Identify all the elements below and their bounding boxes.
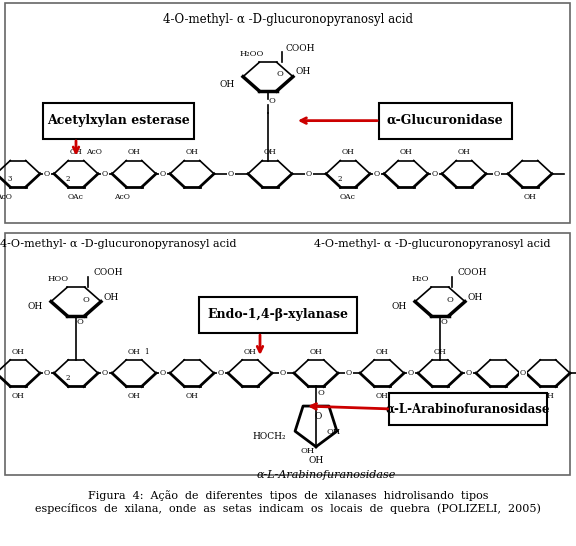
Text: OH: OH (70, 149, 82, 156)
Text: AcO: AcO (86, 149, 102, 156)
Text: OH: OH (128, 391, 141, 400)
Text: O: O (306, 170, 312, 178)
Text: 1: 1 (144, 348, 149, 355)
Text: OH: OH (541, 391, 554, 400)
Text: O: O (432, 170, 438, 178)
Text: OH: OH (264, 149, 276, 156)
Bar (5, 233, 570, 476)
Text: H₂O: H₂O (412, 275, 430, 283)
Text: OH: OH (220, 80, 235, 90)
Text: HOCH₂: HOCH₂ (252, 432, 286, 441)
Text: O: O (102, 170, 108, 178)
Text: O: O (77, 318, 84, 326)
FancyBboxPatch shape (43, 103, 194, 139)
Text: OH: OH (468, 293, 483, 302)
Text: 2: 2 (338, 175, 342, 183)
Text: OH: OH (185, 391, 198, 400)
Text: O: O (280, 369, 286, 377)
Text: H₂OO: H₂OO (240, 50, 264, 58)
Text: O: O (441, 318, 448, 326)
Text: α-L-Arabinofuranosidase: α-L-Arabinofuranosidase (256, 470, 396, 480)
Text: COOH: COOH (458, 269, 487, 277)
Text: OH: OH (28, 302, 43, 311)
Text: OH: OH (244, 348, 256, 355)
Text: O: O (276, 69, 283, 78)
Text: 4-O-methyl- α -D-glucuronopyranosyl acid: 4-O-methyl- α -D-glucuronopyranosyl acid (163, 13, 413, 26)
Text: OH: OH (310, 348, 323, 355)
Text: O: O (102, 369, 108, 377)
Text: O: O (228, 170, 234, 178)
Text: OH: OH (434, 348, 446, 355)
Text: OH: OH (12, 391, 24, 400)
Text: 4-O-methyl- α -D-glucuronopyranosyl acid: 4-O-methyl- α -D-glucuronopyranosyl acid (0, 239, 236, 249)
Text: O: O (160, 170, 166, 178)
Text: OH: OH (492, 391, 505, 400)
Text: O: O (466, 369, 472, 377)
Text: O: O (160, 369, 166, 377)
Text: 4-O-methyl- α -D-glucuronopyranosyl acid: 4-O-methyl- α -D-glucuronopyranosyl acid (314, 239, 550, 249)
Text: O: O (44, 170, 50, 178)
Text: OH: OH (185, 149, 198, 156)
Text: 3: 3 (8, 175, 12, 183)
Text: α-L-Arabinofuranosidase: α-L-Arabinofuranosidase (386, 402, 550, 416)
Text: O: O (268, 97, 275, 105)
Text: Endo-1,4-β-xylanase: Endo-1,4-β-xylanase (207, 308, 348, 322)
Text: O: O (408, 369, 414, 377)
Text: AcO: AcO (0, 193, 12, 201)
Text: AcO: AcO (114, 193, 130, 201)
Text: OH: OH (296, 67, 311, 76)
Text: OH: OH (376, 391, 388, 400)
FancyBboxPatch shape (389, 393, 547, 425)
Text: OH: OH (301, 447, 315, 455)
Text: O: O (44, 369, 50, 377)
Text: O: O (374, 170, 380, 178)
Text: OH: OH (457, 149, 471, 156)
Text: OH: OH (524, 193, 536, 201)
Text: COOH: COOH (94, 269, 123, 277)
Text: OH: OH (104, 293, 119, 302)
FancyBboxPatch shape (378, 103, 511, 139)
Text: O: O (317, 389, 324, 396)
Text: OH: OH (392, 302, 407, 311)
Text: Figura  4:  Ação  de  diferentes  tipos  de  xilanases  hidrolisando  tipos
espe: Figura 4: Ação de diferentes tipos de xi… (35, 490, 541, 514)
Text: O: O (494, 170, 500, 178)
Text: OH: OH (128, 149, 141, 156)
Text: Acetylxylan esterase: Acetylxylan esterase (47, 114, 190, 127)
Text: 2: 2 (66, 374, 70, 382)
Text: OH: OH (376, 348, 388, 355)
Bar (5, 3, 570, 223)
Text: OAc: OAc (340, 193, 356, 201)
Text: COOH: COOH (286, 44, 316, 52)
Text: OH: OH (400, 149, 412, 156)
Text: O: O (82, 295, 89, 304)
Text: O: O (218, 369, 224, 377)
Text: O: O (314, 412, 321, 420)
Text: O: O (446, 295, 453, 304)
Text: OH: OH (327, 429, 341, 436)
Text: O: O (520, 369, 526, 377)
Text: HOO: HOO (48, 275, 69, 283)
Text: OAc: OAc (68, 193, 84, 201)
Text: O: O (346, 369, 352, 377)
Text: OH: OH (342, 149, 354, 156)
Text: OH: OH (12, 348, 24, 355)
FancyBboxPatch shape (199, 297, 357, 333)
Text: OH: OH (308, 455, 324, 465)
Text: α-Glucuronidase: α-Glucuronidase (386, 114, 503, 127)
Text: 2: 2 (66, 175, 70, 183)
Text: OH: OH (128, 348, 141, 355)
